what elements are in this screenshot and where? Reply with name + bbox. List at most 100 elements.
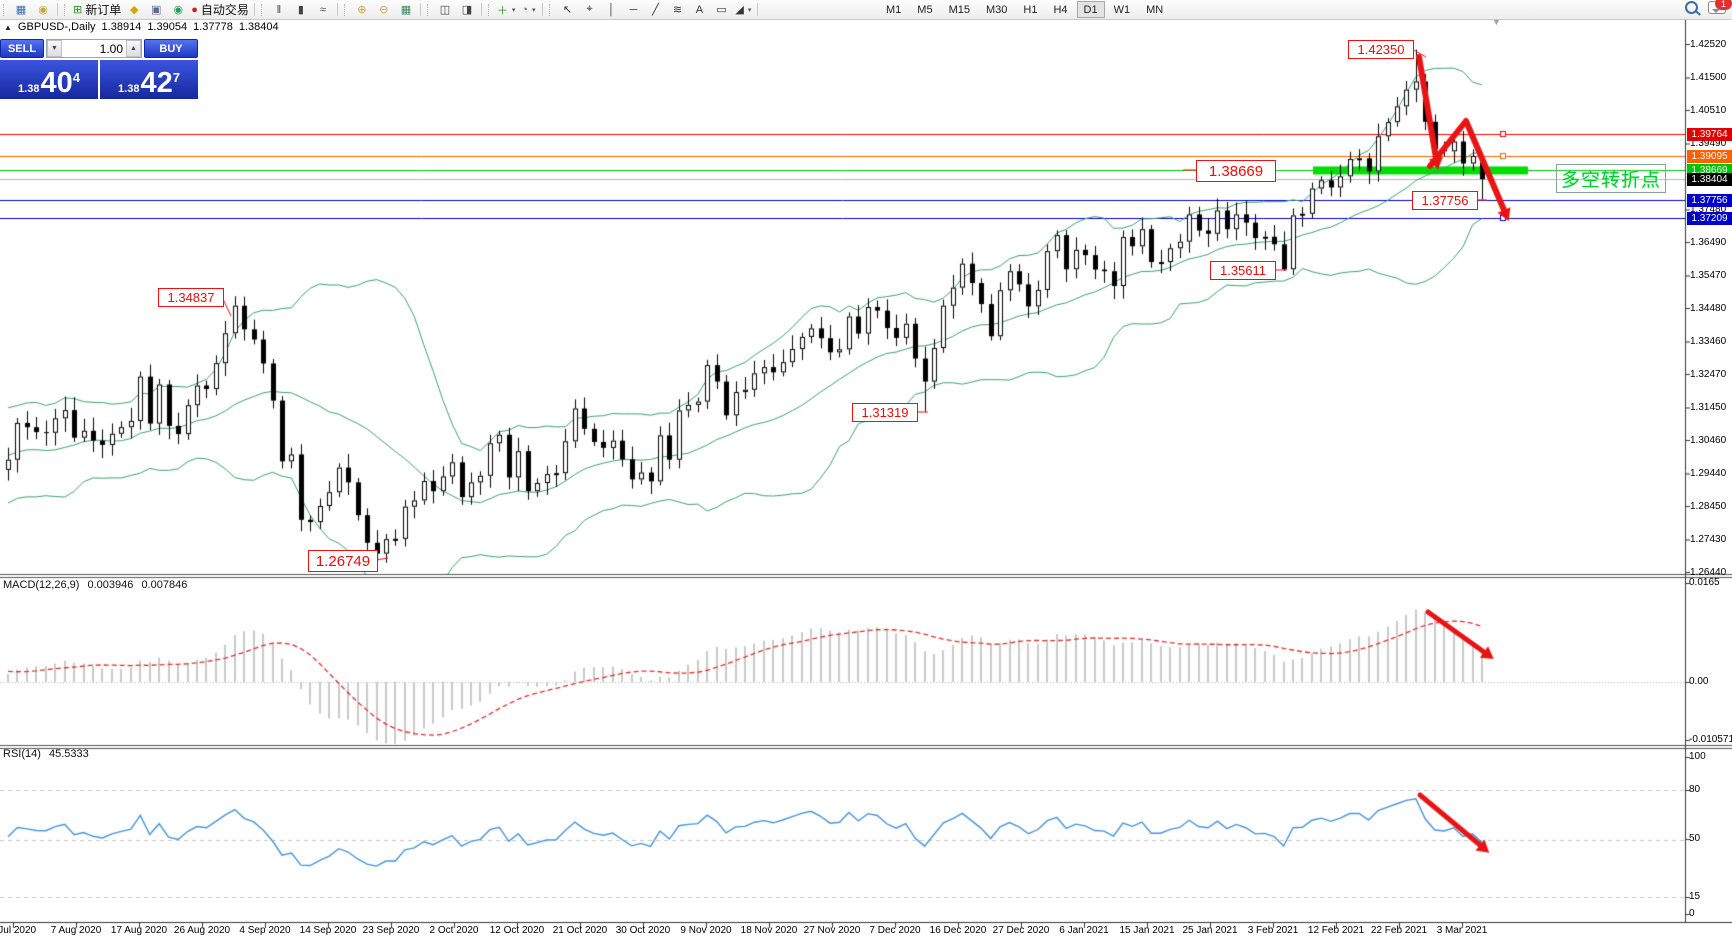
label-icon[interactable]: ▭ (710, 2, 732, 18)
sell-price-display[interactable]: 1.38 40 4 (0, 60, 98, 99)
new-order-button[interactable]: ⊞ 新订单 (71, 2, 123, 18)
shapes-button: ◢ (735, 4, 744, 16)
text-icon[interactable]: A (688, 2, 710, 18)
timeframe-m30-button[interactable]: M30 (985, 3, 1008, 16)
date-axis-label: 27 Nov 2020 (803, 925, 861, 936)
notifications-icon[interactable]: 1 (1708, 0, 1732, 14)
bar-chart-type-icon[interactable]: ‖ (268, 2, 290, 18)
sell-price-pips: 40 (40, 67, 73, 99)
add-indicator-button-caret-icon[interactable]: ▾ (511, 6, 516, 14)
tile-windows-icon: ▦ (400, 4, 412, 16)
vertical-line-icon[interactable]: │ (600, 2, 622, 18)
price-level-label[interactable]: 1.38669 (1196, 160, 1276, 182)
toolbar-separator (336, 3, 338, 16)
search-icon[interactable] (1685, 1, 1698, 14)
timeframe-h4-button[interactable]: H4 (1053, 3, 1068, 16)
add-indicator-button[interactable]: ＋ ▾ (495, 2, 518, 18)
price-axis-tag: 1.39764 (1687, 127, 1732, 141)
volume-decrease-button[interactable]: ▼ (47, 40, 62, 57)
sell-button[interactable]: SELL (0, 39, 44, 58)
date-axis-label: 27 Dec 2020 (992, 925, 1050, 936)
price-axis-tick: 1.40510 (1690, 104, 1727, 116)
price-axis-tick: 1.36490 (1690, 236, 1727, 248)
ohlc-open: 1.38914 (101, 21, 142, 33)
candlestick-chart-type-icon[interactable]: ▮ (290, 2, 312, 18)
timeframe-d1-button[interactable]: D1 (1076, 1, 1105, 18)
trendline-icon[interactable]: ╱ (644, 2, 666, 18)
zoom-in-icon[interactable]: ⊕ (351, 2, 373, 18)
line-chart-type-icon[interactable]: ≈ (312, 2, 334, 18)
price-level-label[interactable]: 1.34837 (158, 288, 224, 307)
timeframe-m1-button[interactable]: M1 (886, 3, 902, 16)
line-chart-type-icon: ≈ (319, 3, 326, 16)
toolbar-separator (542, 3, 544, 16)
styles-bucket-icon[interactable]: ◆ (123, 2, 145, 18)
signal-icon: ◉ (173, 4, 184, 16)
tile-windows-icon[interactable]: ▦ (395, 2, 417, 18)
timeframe-m15-button[interactable]: M15 (948, 3, 970, 16)
chart-shift-icon[interactable]: ◨ (456, 2, 478, 18)
signal-icon[interactable]: ◉ (167, 2, 189, 18)
date-axis-label: 3 Feb 2021 (1247, 925, 1299, 936)
period-clock-button[interactable]: ◔ ▾ (517, 2, 539, 18)
price-axis-tick: 1.26440 (1690, 566, 1727, 578)
zoom-out-icon[interactable]: ⊖ (373, 2, 395, 18)
timeframe-h1-button[interactable]: H1 (1023, 3, 1038, 16)
price-axis-tick: 1.42520 (1690, 38, 1727, 50)
collapse-trade-panel-icon[interactable]: ▲ (4, 22, 12, 32)
ohlc-close: 1.38404 (238, 21, 279, 33)
chart-window-icon[interactable]: ▦ (10, 2, 32, 18)
price-axis-tick: 1.28450 (1690, 500, 1727, 512)
annotation-text-box[interactable]: 多空转折点 (1556, 164, 1666, 193)
buy-price-point: 7 (172, 70, 180, 85)
shapes-button[interactable]: ◢ ▾ (732, 2, 754, 18)
date-axis-label: 12 Oct 2020 (489, 925, 545, 936)
price-axis-tick: 1.35470 (1690, 269, 1727, 281)
auto-scroll-icon[interactable]: ◫ (434, 2, 456, 18)
chart-window-icon: ▦ (15, 4, 27, 16)
toolbar-grip (64, 3, 68, 16)
price-level-label[interactable]: 1.26749 (308, 550, 378, 572)
toolbar-separator (480, 3, 482, 16)
horizontal-line-icon[interactable]: ─ (622, 2, 644, 18)
timeframe-m5-button[interactable]: M5 (917, 3, 933, 16)
date-axis-label: 9 Jul 2020 (0, 925, 37, 936)
toolbar-grip (487, 3, 492, 16)
period-clock-button-caret-icon[interactable]: ▾ (531, 6, 536, 14)
date-axis-label: 23 Sep 2020 (362, 925, 420, 936)
toolbar-separator (253, 3, 255, 16)
chart-search-icon[interactable]: ◉ (32, 2, 54, 18)
toolbar-separator (57, 3, 58, 16)
shapes-button-caret-icon[interactable]: ▾ (747, 6, 752, 14)
terminal-icon[interactable]: ▣ (145, 2, 167, 18)
chart-title: ▲ GBPUSD-,Daily 1.38914 1.39054 1.37778 … (4, 21, 279, 33)
date-axis-label: 4 Sep 2020 (239, 925, 291, 936)
price-level-label[interactable]: 1.35611 (1210, 261, 1276, 280)
timeframe-mn-button[interactable]: MN (1146, 3, 1164, 16)
date-axis-label: 22 Feb 2021 (1370, 925, 1428, 936)
toolbar-grip (549, 3, 553, 16)
price-axis-tick: 1.32470 (1690, 368, 1727, 380)
new-order-button-label: 新订单 (85, 3, 122, 17)
price-level-label[interactable]: 1.42350 (1348, 40, 1414, 59)
volume-increase-button[interactable]: ▲ (126, 40, 141, 57)
bar-chart-type-icon: ‖ (276, 3, 282, 16)
buy-button[interactable]: BUY (144, 39, 198, 58)
crosshair-icon[interactable]: ⌖ (578, 2, 600, 18)
fibonacci-icon[interactable]: ≋ (666, 2, 688, 18)
trendline-icon: ╱ (652, 4, 659, 16)
buy-price-display[interactable]: 1.38 42 7 (100, 60, 198, 99)
price-level-label[interactable]: 1.37756 (1412, 191, 1478, 210)
timeframe-w1-button[interactable]: W1 (1113, 3, 1131, 16)
autotrade-button[interactable]: ● 自动交易 (189, 2, 251, 18)
toolbar-grip (3, 3, 7, 16)
price-level-label[interactable]: 1.31319 (852, 403, 918, 422)
volume-input[interactable]: 1.00 (99, 41, 123, 56)
cursor-icon[interactable]: ↖ (556, 2, 578, 18)
rsi-axis-tick: 100 (1689, 751, 1706, 762)
auto-scroll-icon: ◫ (439, 4, 451, 16)
label-icon: ▭ (716, 4, 727, 16)
rsi-axis-tick: 80 (1689, 784, 1701, 795)
